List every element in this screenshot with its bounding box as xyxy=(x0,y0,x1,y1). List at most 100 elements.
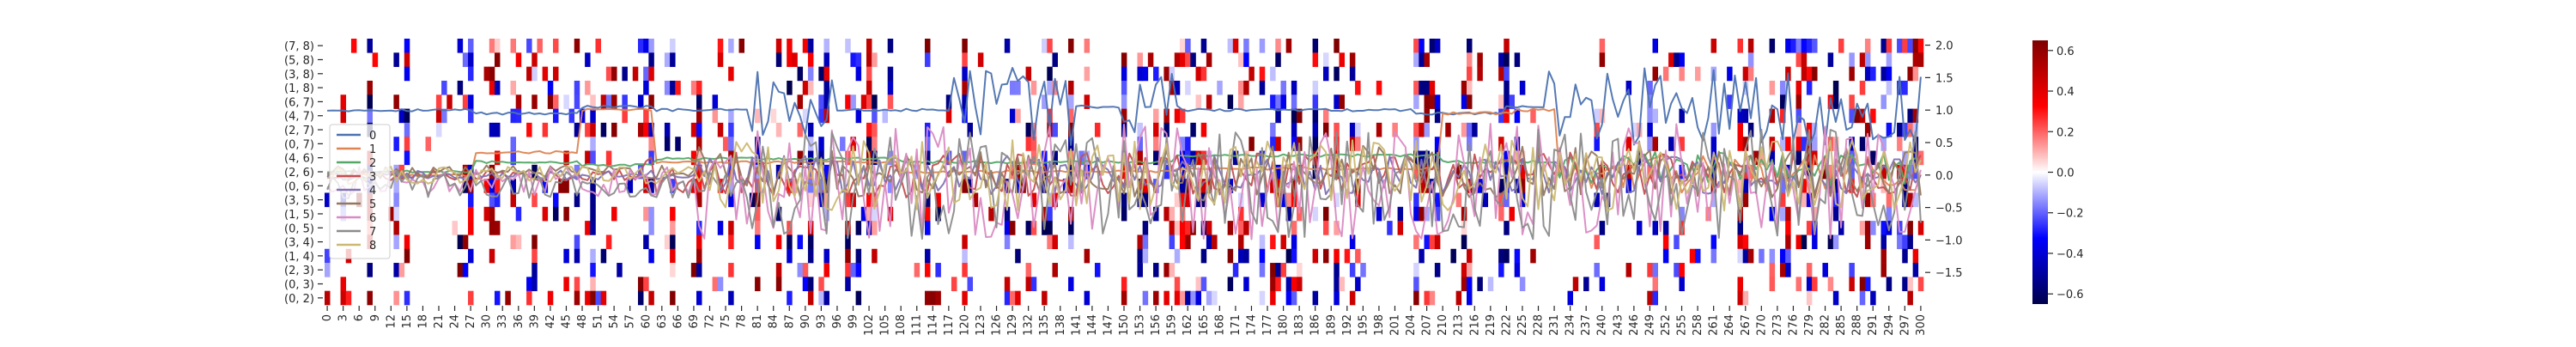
heatmap-cell xyxy=(1434,39,1441,53)
heatmap-cell xyxy=(435,94,442,109)
heatmap-cell xyxy=(775,263,782,277)
heatmap-cell xyxy=(866,137,872,151)
heatmap-cell xyxy=(367,94,373,109)
heatmap-cell xyxy=(393,206,399,222)
heatmap-cell xyxy=(1413,80,1419,95)
heatmap-cell xyxy=(340,290,347,306)
heatmap-cell xyxy=(1142,234,1149,250)
x-tick-label: 237 xyxy=(1580,314,1593,336)
heatmap-cell xyxy=(1599,52,1606,67)
heatmap-cell xyxy=(1429,80,1436,95)
heatmap-cell xyxy=(1498,66,1504,82)
heatmap-cell xyxy=(1424,80,1430,95)
heatmap-cell xyxy=(802,80,809,95)
heatmap-cell xyxy=(1864,122,1871,137)
heatmap-cell xyxy=(1200,150,1207,166)
heatmap-cell xyxy=(845,234,851,250)
heatmap-cell xyxy=(1747,164,1754,180)
heatmap-cell xyxy=(1413,206,1419,222)
heatmap-cell xyxy=(404,122,410,137)
heatmap-cell xyxy=(728,179,734,193)
heatmap-cell xyxy=(1434,137,1441,151)
heatmap-cell xyxy=(1243,221,1249,235)
heatmap-cell xyxy=(1467,94,1473,109)
row-label: (2, 6) xyxy=(284,167,314,180)
heatmap-cell xyxy=(494,221,501,235)
heatmap-cell xyxy=(553,192,559,208)
x-tick-label: 21 xyxy=(433,314,446,329)
series-line-0 xyxy=(327,67,1922,147)
heatmap-cell xyxy=(1902,179,1908,193)
heatmap-cell xyxy=(1025,66,1032,82)
heatmap-cell xyxy=(1169,234,1176,250)
heatmap-cell xyxy=(945,150,952,166)
heatmap-cell xyxy=(585,80,591,95)
x-tick-label: 147 xyxy=(1102,314,1115,336)
heatmap-cell xyxy=(962,52,968,67)
heatmap-cell xyxy=(1259,80,1266,95)
heatmap-cell xyxy=(1902,80,1908,95)
heatmap-cell xyxy=(1137,263,1143,277)
heatmap-cell xyxy=(1275,137,1281,151)
heatmap-cell xyxy=(1238,248,1244,264)
heatmap-cell xyxy=(728,234,734,250)
heatmap-cell xyxy=(728,122,734,137)
heatmap-cell xyxy=(1467,290,1473,306)
heatmap-cell xyxy=(1429,290,1436,306)
heatmap-cell xyxy=(585,122,591,137)
x-tick-label: 288 xyxy=(1851,314,1864,336)
heatmap-cell xyxy=(1737,221,1743,235)
heatmap-cell xyxy=(1339,277,1346,291)
x-tick-label: 174 xyxy=(1245,314,1258,336)
heatmap-cell xyxy=(1434,108,1441,124)
heatmap-cell xyxy=(1212,164,1218,180)
x-tick-label: 0 xyxy=(321,314,334,321)
heatmap-cell xyxy=(670,221,676,235)
legend-label: 7 xyxy=(369,226,376,239)
heatmap-cell xyxy=(1504,248,1510,264)
x-tick-label: 273 xyxy=(1771,314,1784,336)
right-tick-label: −1.0 xyxy=(1935,234,1963,247)
heatmap-cell xyxy=(1334,263,1340,277)
heatmap-cell xyxy=(325,192,331,208)
heatmap-cell xyxy=(1270,277,1276,291)
heatmap-cell xyxy=(945,108,952,124)
x-tick-label: 240 xyxy=(1596,314,1609,336)
heatmap-cell xyxy=(1854,108,1861,124)
heatmap-cell xyxy=(404,137,410,151)
heatmap-cell xyxy=(1042,206,1048,222)
heatmap-cell xyxy=(1142,66,1149,82)
heatmap-cell xyxy=(1880,39,1886,53)
heatmap-cell xyxy=(1912,248,1919,264)
heatmap-cell xyxy=(1355,80,1361,95)
heatmap-cell xyxy=(1206,234,1212,250)
heatmap-cell xyxy=(1238,52,1244,67)
heatmap-cell xyxy=(728,108,734,124)
row-label: (4, 7) xyxy=(284,111,314,124)
heatmap-cell xyxy=(325,290,331,306)
heatmap-cell xyxy=(1291,94,1297,109)
legend-label: 3 xyxy=(369,171,376,184)
heatmap-cell xyxy=(690,150,697,166)
heatmap-cell xyxy=(1806,290,1813,306)
heatmap-cell xyxy=(722,137,729,151)
x-tick-label: 9 xyxy=(369,314,382,321)
heatmap-cell xyxy=(1647,137,1653,151)
x-tick-label: 18 xyxy=(416,314,429,329)
heatmap-cell xyxy=(797,234,804,250)
heatmap-cell xyxy=(1668,137,1674,151)
heatmap-cell xyxy=(1477,66,1483,82)
heatmap-cell xyxy=(1238,80,1244,95)
heatmap-cell xyxy=(1243,248,1249,264)
heatmap-cell xyxy=(962,150,968,166)
heatmap-cell xyxy=(807,122,814,137)
heatmap-cell xyxy=(553,108,559,124)
heatmap-cell xyxy=(1434,192,1441,208)
x-tick-label: 57 xyxy=(624,314,637,329)
heatmap-cell xyxy=(712,108,719,124)
heatmap-cell xyxy=(1870,108,1876,124)
heatmap-cell xyxy=(1259,290,1266,306)
heatmap-cell xyxy=(1795,137,1802,151)
heatmap-cell xyxy=(1169,80,1176,95)
heatmap-cell xyxy=(1068,122,1074,137)
